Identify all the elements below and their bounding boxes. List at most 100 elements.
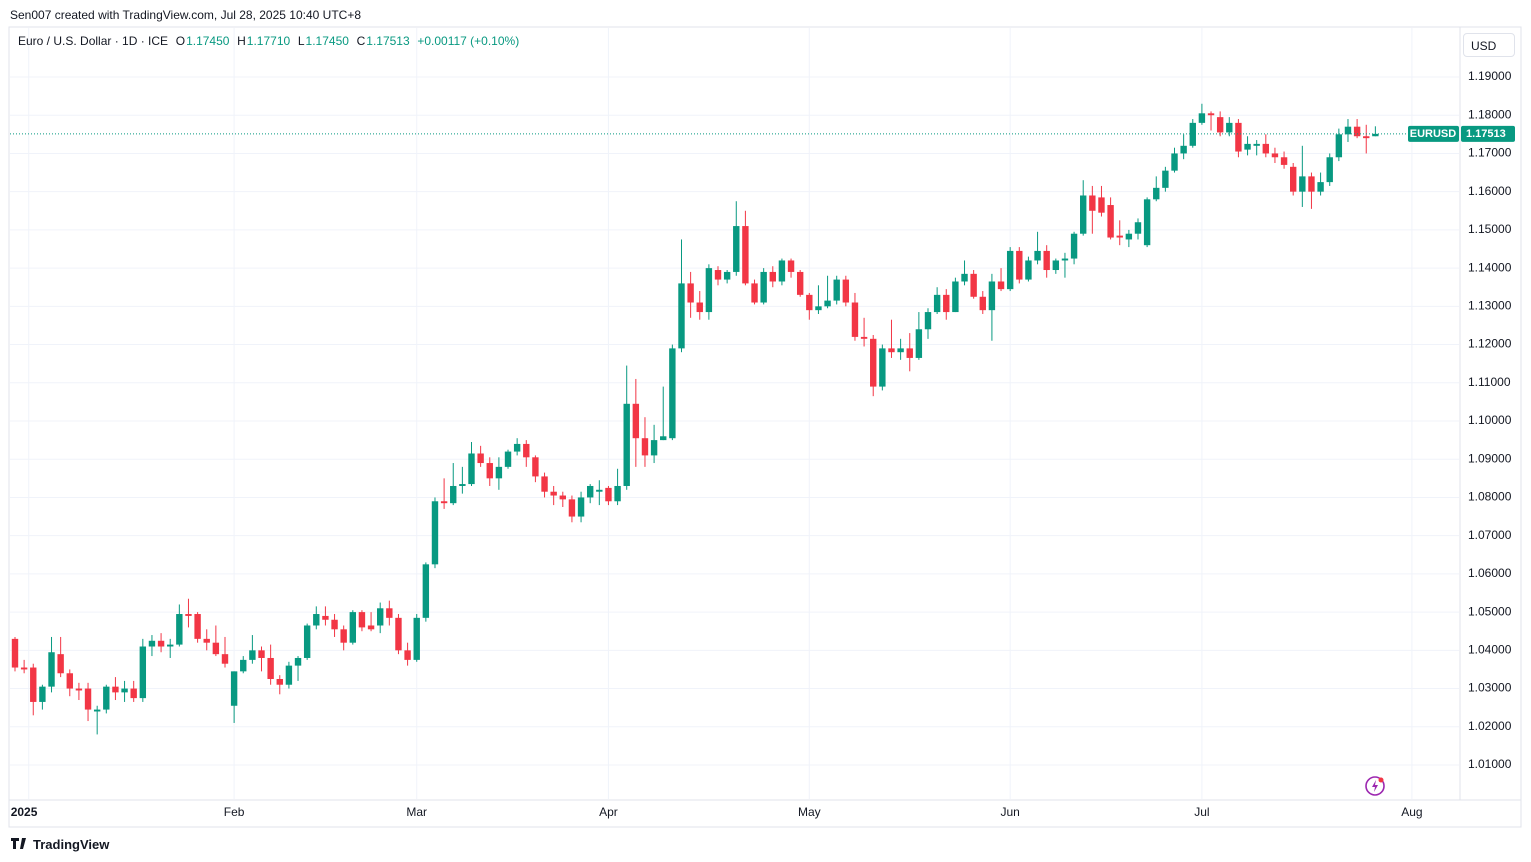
candle-body — [240, 659, 247, 672]
legend-l: 1.17450 — [305, 34, 349, 48]
candle-body — [1153, 187, 1160, 200]
y-tick-label: 1.15000 — [1468, 222, 1512, 236]
candle-body — [1226, 122, 1233, 133]
candle-body — [1107, 205, 1114, 238]
y-tick-label: 1.08000 — [1468, 490, 1512, 504]
candle-body — [842, 279, 850, 303]
legend-c-label: C — [356, 34, 366, 48]
candle-body — [331, 619, 338, 630]
candle-body — [888, 348, 895, 353]
candle-body — [258, 650, 265, 658]
candle-body — [669, 348, 676, 439]
candle-body — [1116, 235, 1123, 238]
y-tick-label: 1.19000 — [1468, 69, 1512, 83]
candle-body — [422, 564, 430, 618]
x-tick-label: Apr — [599, 805, 618, 819]
candle-body — [577, 497, 585, 517]
grid — [10, 28, 1459, 799]
candle-body — [943, 294, 950, 313]
legend-o: 1.17450 — [186, 34, 230, 48]
candle-body — [1034, 250, 1041, 261]
candle-body — [459, 484, 466, 486]
candle-body — [48, 652, 55, 687]
legend-h: 1.17710 — [246, 34, 291, 48]
candle-body — [879, 348, 886, 387]
candle-body — [358, 612, 366, 628]
candle-body — [897, 348, 904, 353]
candle-body — [504, 451, 512, 467]
candle-body — [20, 667, 28, 670]
candle-body — [870, 338, 877, 387]
candle-body — [559, 495, 566, 500]
candle-body — [1308, 176, 1315, 192]
candle-body — [1326, 157, 1333, 183]
replay-icon — [1365, 776, 1385, 796]
candle-body — [495, 466, 503, 479]
y-tick-label: 1.04000 — [1468, 643, 1512, 657]
y-tick-label: 1.07000 — [1468, 528, 1512, 542]
legend-h-label: H — [237, 34, 246, 48]
candle-body — [313, 614, 320, 626]
candle-body — [705, 268, 713, 313]
candle-body — [66, 673, 73, 689]
candle-body — [276, 679, 283, 685]
candle-body — [933, 294, 941, 313]
candle-body — [1262, 143, 1270, 154]
candle-body — [1162, 170, 1169, 188]
candle-body — [1125, 233, 1133, 240]
candle-body — [550, 491, 557, 496]
candle-body — [413, 617, 420, 660]
candle-body — [824, 300, 831, 307]
candle-body — [194, 614, 201, 639]
candle-body — [586, 485, 594, 498]
candle-body — [1244, 143, 1251, 150]
y-tick-label: 1.16000 — [1468, 184, 1512, 198]
y-tick-label: 1.13000 — [1468, 299, 1512, 313]
candle-body — [532, 457, 539, 477]
candle-body — [1098, 197, 1105, 213]
candle-body — [1271, 153, 1279, 158]
candle-body — [395, 617, 402, 651]
currency-button[interactable]: USD — [1463, 33, 1515, 57]
candle-body — [1299, 176, 1306, 192]
candle-body — [769, 271, 776, 282]
candle-body — [139, 646, 147, 699]
legend-title: Euro / U.S. Dollar · 1D · ICE — [18, 34, 169, 48]
candle-body — [75, 688, 83, 691]
candle-body — [970, 273, 977, 297]
candle-body — [84, 688, 92, 710]
candle-body — [1207, 113, 1215, 116]
candle-body — [203, 638, 210, 643]
candle-body — [523, 443, 530, 458]
candle-body — [1353, 126, 1361, 137]
candle-body — [997, 281, 1005, 290]
candle-body — [303, 625, 311, 658]
candle-body — [1061, 258, 1069, 261]
candle-body — [714, 270, 722, 280]
candle-body — [632, 403, 640, 439]
candle-body — [605, 487, 612, 502]
candle-body — [157, 640, 165, 647]
candle-body — [294, 657, 302, 666]
legend: Euro / U.S. Dollar · 1D · ICE O1.17450 H… — [18, 34, 520, 48]
y-tick-label: 1.03000 — [1468, 681, 1512, 695]
candle-body — [1363, 136, 1370, 139]
candle-body — [513, 443, 521, 452]
candle-body — [322, 615, 329, 620]
candle-body — [1335, 134, 1343, 158]
candle-body — [440, 501, 448, 504]
x-tick-label: Jun — [1000, 805, 1019, 819]
candle-body — [1280, 157, 1288, 165]
symbol-tag-bg — [1408, 125, 1459, 142]
candle-body — [431, 501, 439, 565]
candle-body — [1134, 222, 1142, 234]
candle-body — [1070, 233, 1078, 259]
x-tick-label: 2025 — [11, 805, 38, 819]
candle-body — [1317, 182, 1324, 192]
candle-body — [641, 438, 649, 456]
candle-body — [11, 638, 19, 668]
legend-change: +0.00117 (+0.10%) — [417, 34, 520, 48]
last-price-label: 1.17513 — [1466, 128, 1506, 140]
y-tick-label: 1.11000 — [1468, 375, 1511, 389]
